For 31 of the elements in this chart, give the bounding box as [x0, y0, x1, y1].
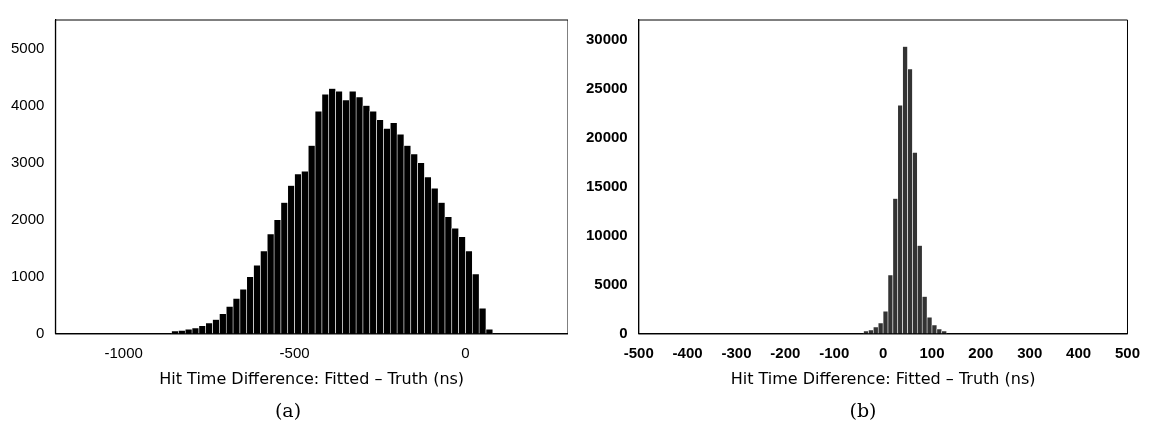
- x-axis-title: Hit Time Difference: Fitted – Truth (ns): [159, 368, 465, 388]
- x-tick-label: -400: [672, 343, 703, 361]
- y-tick-label: 10000: [585, 225, 628, 243]
- y-tick-label: 30000: [585, 29, 628, 47]
- x-tick-label: 200: [968, 343, 994, 361]
- x-tick-label: 0: [878, 343, 888, 361]
- y-tick-label: 15000: [585, 176, 628, 194]
- x-tick-label: -200: [770, 343, 801, 361]
- y-tick-label: 2000: [10, 209, 45, 227]
- y-tick-label: 0: [619, 323, 628, 341]
- x-tick-label: 100: [919, 343, 945, 361]
- y-tick-label: 25000: [585, 78, 628, 96]
- x-tick-label: -100: [819, 343, 850, 361]
- x-tick-label: 0: [461, 343, 470, 361]
- text: (b): [848, 399, 878, 421]
- y-tick-label: 0: [36, 323, 45, 341]
- x-tick-label: -300: [721, 343, 752, 361]
- x-tick-label: 500: [1114, 343, 1140, 361]
- text: (a): [273, 399, 303, 421]
- x-tick-label: 300: [1017, 343, 1043, 361]
- y-tick-label: 1000: [10, 266, 45, 284]
- x-axis-title: Hit Time Difference: Fitted – Truth (ns): [730, 368, 1036, 388]
- x-tick-label: -500: [623, 343, 654, 361]
- x-tick-label: 400: [1066, 343, 1092, 361]
- y-tick-label: 20000: [585, 127, 628, 145]
- y-tick-label: 4000: [10, 95, 45, 113]
- y-tick-label: 5000: [10, 38, 45, 56]
- y-tick-label: 5000: [594, 274, 628, 292]
- x-tick-label: -1000: [104, 343, 143, 361]
- x-tick-label: -500: [279, 343, 310, 361]
- y-tick-label: 3000: [10, 152, 45, 170]
